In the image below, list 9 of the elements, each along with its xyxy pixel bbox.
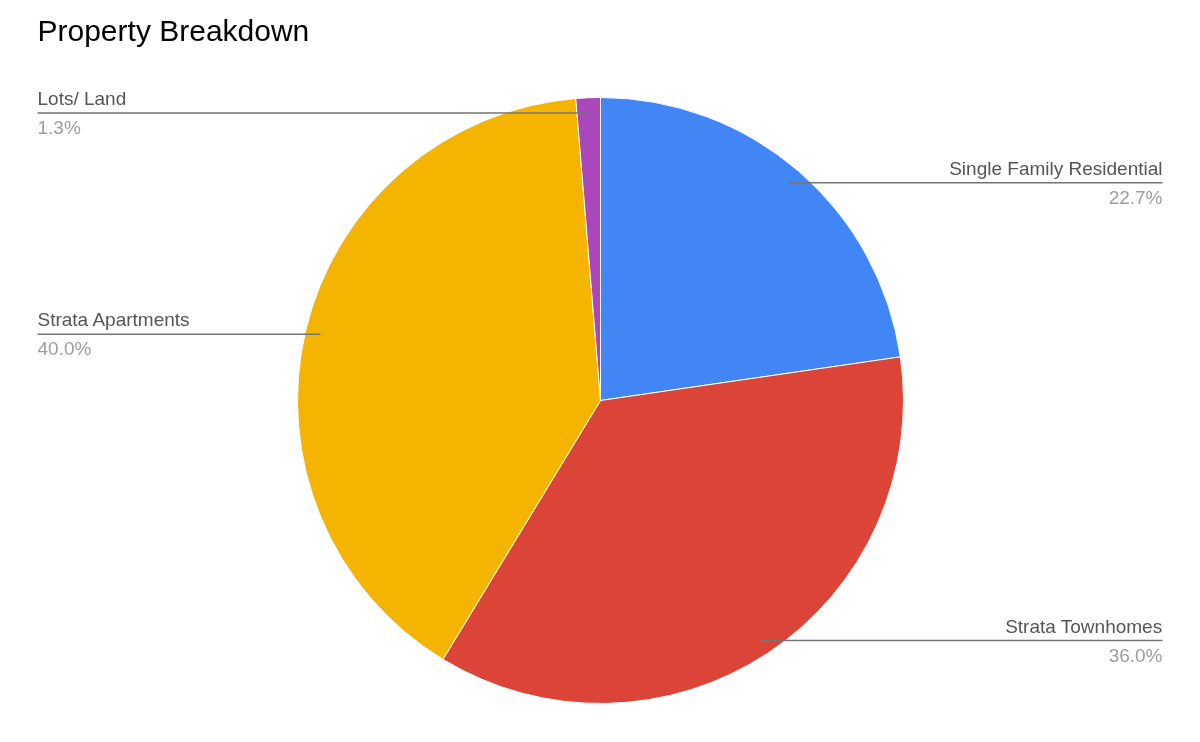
slice-label: Strata Townhomes — [1005, 615, 1163, 637]
data-label: 36.0% — [1108, 644, 1163, 666]
chart-title: Property Breakdown — [37, 14, 310, 47]
slice-label: Lots/ Land — [37, 87, 127, 109]
data-label: 22.7% — [1108, 186, 1163, 208]
data-label: 1.3% — [37, 116, 81, 138]
data-label: 40.0% — [37, 338, 92, 360]
slice-label: Single Family Residential — [949, 157, 1163, 179]
slice-label: Strata Apartments — [37, 309, 190, 331]
